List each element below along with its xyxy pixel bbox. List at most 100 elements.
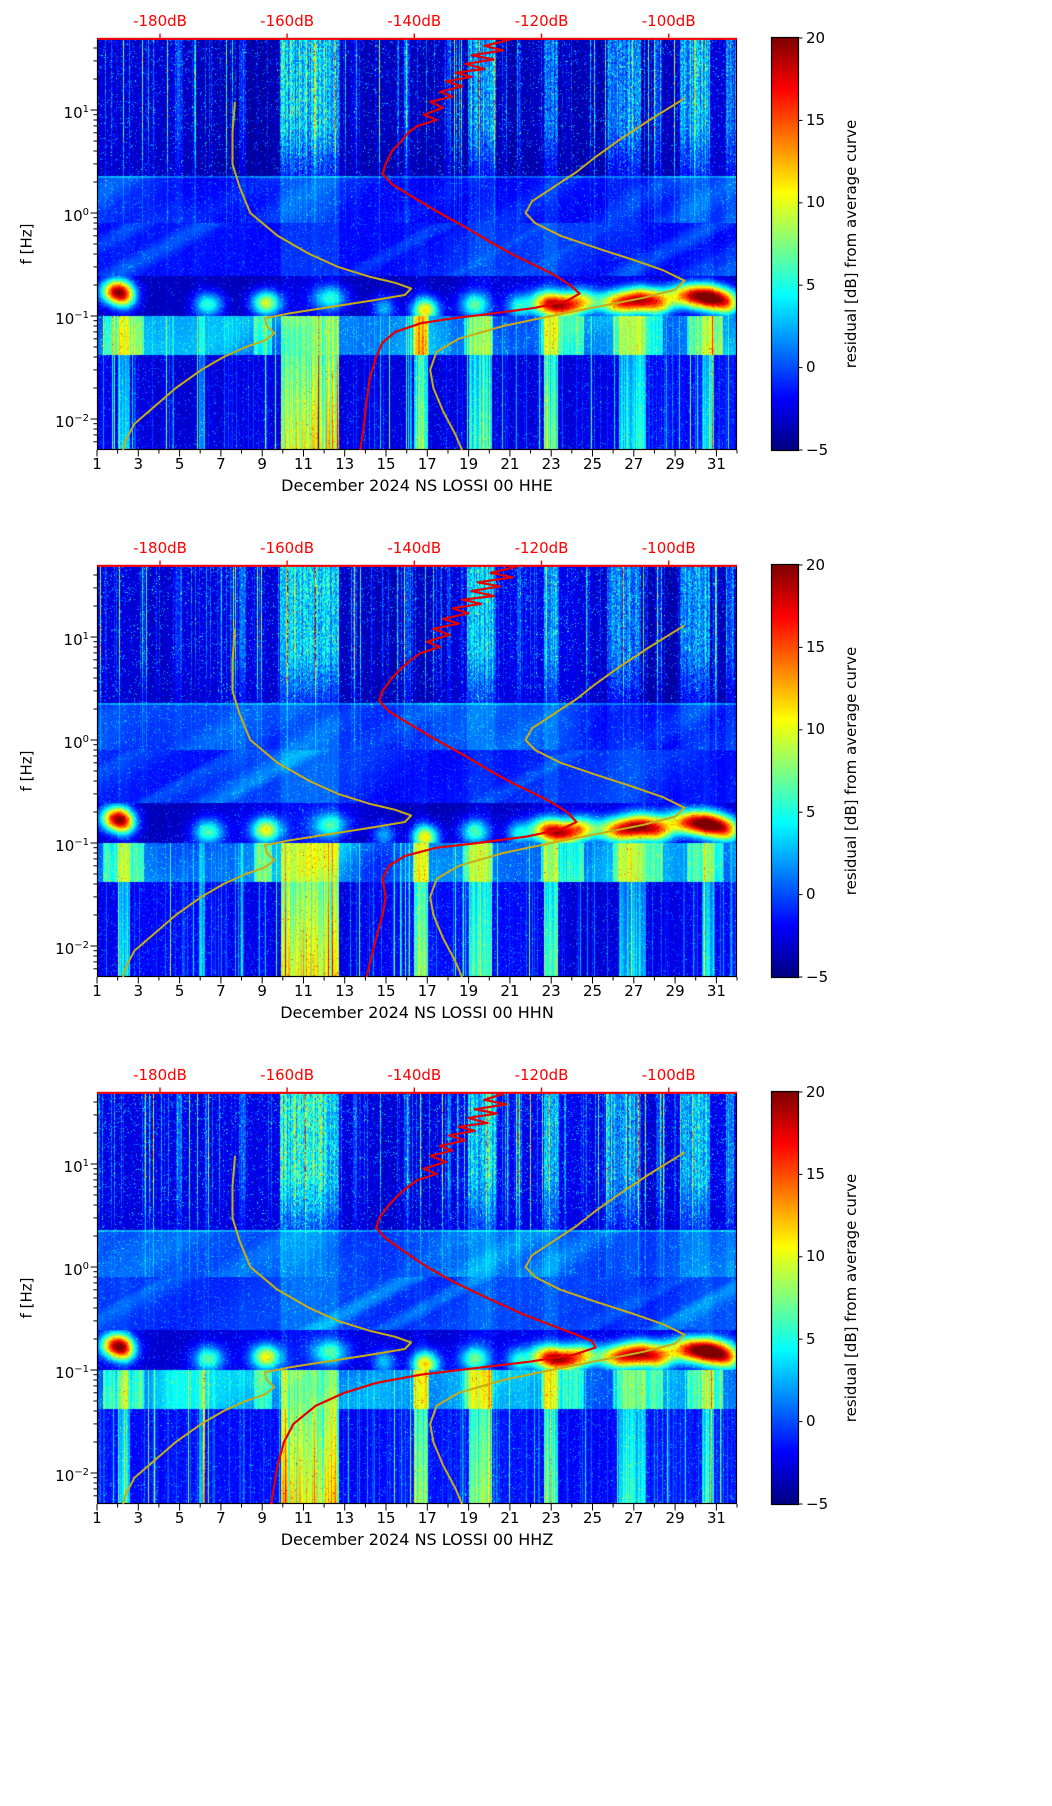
x-tick-label: 3 [133, 1509, 144, 1527]
top-axis-db-label: -140dB [387, 1066, 442, 1084]
y-tick-label: 101 [63, 1158, 89, 1176]
spectrogram-heatmap-canvas [97, 565, 737, 977]
top-axis-db-label: -120dB [514, 12, 569, 30]
x-tick-label: 19 [459, 455, 479, 473]
colorbar-tick-label: 5 [806, 275, 816, 294]
x-tick-label: 13 [335, 1509, 355, 1527]
x-tick-label: 21 [500, 455, 520, 473]
x-tick-label: 29 [665, 455, 685, 473]
x-tick-label: 3 [133, 982, 144, 1000]
y-tick-label: 101 [63, 631, 89, 649]
x-tick-label: 9 [257, 455, 267, 473]
spectrogram-panel-hhn: -180dB -160dB -140dB -120dB -100dB f [Hz] 10… [0, 527, 1052, 1054]
top-axis-db-label: -180dB [133, 1066, 187, 1084]
x-tick-label: 3 [133, 455, 144, 473]
x-tick-label: 5 [174, 455, 185, 473]
x-tick-label: 11 [293, 982, 314, 1000]
colorbar-tick-label: 0 [806, 885, 816, 904]
x-tick-label: 19 [459, 982, 479, 1000]
x-tick-label: 19 [459, 1509, 479, 1527]
y-tick-label: 100 [63, 1261, 89, 1279]
x-tick-label: 7 [216, 455, 226, 473]
x-tick-label: 23 [541, 1509, 561, 1527]
x-tick-label: 23 [541, 982, 561, 1000]
x-tick-label: 1 [92, 982, 102, 1000]
top-axis-db-label: -100dB [641, 12, 696, 30]
x-tick-label: 17 [417, 1509, 437, 1527]
x-tick-label: 17 [417, 982, 437, 1000]
colorbar-tick-label: 15 [806, 1164, 826, 1183]
colorbar-ticks [798, 37, 803, 451]
x-tick-label: 31 [706, 1509, 726, 1527]
top-axis-db-label: -160dB [260, 12, 315, 30]
x-tick-label: 11 [293, 1509, 314, 1527]
spectrogram-panel-hhz: -180dB -160dB -140dB -120dB -100dB f [Hz] 10… [0, 1054, 1052, 1581]
colorbar-gradient [772, 1092, 798, 1504]
top-axis-db-label: -160dB [260, 539, 315, 557]
x-tick-label: 7 [216, 982, 226, 1000]
x-tick-label: 25 [582, 455, 603, 473]
top-axis-db-label: -140dB [387, 539, 442, 557]
y-tick-label: 10−2 [55, 413, 89, 431]
colorbar-label-wrap: residual [dB] from average curve [838, 1092, 864, 1504]
y-axis-label: f [Hz] [17, 1277, 35, 1319]
x-tick-label: 31 [706, 455, 726, 473]
top-axis-db-label: -120dB [514, 1066, 569, 1084]
x-tick-label: 5 [174, 1509, 185, 1527]
colorbar-tick-label: −5 [806, 967, 829, 986]
colorbar-label: residual [dB] from average curve [842, 119, 860, 369]
colorbar-tick-label: 15 [806, 637, 826, 656]
colorbar-gradient [772, 38, 798, 450]
colorbar-tick-label: 5 [806, 1329, 816, 1348]
x-tick-label: 17 [417, 455, 437, 473]
x-tick-label: 25 [582, 1509, 603, 1527]
colorbar-label: residual [dB] from average curve [842, 646, 860, 896]
x-tick-label: 15 [376, 982, 396, 1000]
y-tick-label: 10−2 [55, 1467, 89, 1485]
top-axis-db-label: -160dB [260, 1066, 315, 1084]
top-axis-db-label: -180dB [133, 12, 187, 30]
top-axis-db-label: -120dB [514, 539, 569, 557]
colorbar-tick-label: 10 [806, 720, 826, 739]
x-tick-label: 13 [335, 455, 355, 473]
x-tick-label: 27 [624, 455, 644, 473]
top-axis-db-label: -140dB [387, 12, 442, 30]
colorbar-ticks [798, 1091, 803, 1505]
colorbar-tick-label: 10 [806, 193, 826, 212]
colorbar-tick-label: 5 [806, 802, 816, 821]
colorbar-ticks [798, 564, 803, 978]
x-tick-label: 9 [257, 1509, 267, 1527]
x-tick-label: 15 [376, 1509, 396, 1527]
x-tick-label: 29 [665, 1509, 685, 1527]
panel-title: December 2024 NS LOSSI 00 HHE [281, 476, 553, 495]
top-axis-db-label: -180dB [133, 539, 187, 557]
y-tick-label: 101 [63, 104, 89, 122]
x-tick-label: 11 [293, 455, 314, 473]
y-tick-label: 10−1 [55, 310, 89, 328]
colorbar-label-wrap: residual [dB] from average curve [838, 565, 864, 977]
colorbar-label-wrap: residual [dB] from average curve [838, 38, 864, 450]
colorbar-tick-label: −5 [806, 440, 829, 459]
top-axis-db-label: -100dB [641, 1066, 696, 1084]
x-tick-label: 1 [92, 455, 102, 473]
panel-title: December 2024 NS LOSSI 00 HHZ [280, 1530, 554, 1549]
colorbar-tick-label: 20 [806, 28, 826, 47]
top-axis-db-label: -100dB [641, 539, 696, 557]
colorbar-gradient [772, 565, 798, 977]
colorbar-label: residual [dB] from average curve [842, 1173, 860, 1423]
x-tick-label: 9 [257, 982, 267, 1000]
spectrogram-heatmap-canvas [97, 38, 737, 450]
x-tick-label: 25 [582, 982, 603, 1000]
y-axis-label: f [Hz] [17, 750, 35, 792]
x-tick-label: 27 [624, 982, 644, 1000]
spectrogram-panel-hhe: -180dB -160dB -140dB -120dB -100dB f [Hz] 10… [0, 0, 1052, 527]
colorbar-tick-label: 15 [806, 110, 826, 129]
y-tick-label: 10−1 [55, 1364, 89, 1382]
y-tick-label: 100 [63, 207, 89, 225]
colorbar-tick-label: 0 [806, 358, 816, 377]
x-tick-label: 31 [706, 982, 726, 1000]
x-tick-label: 13 [335, 982, 355, 1000]
x-tick-label: 21 [500, 1509, 520, 1527]
x-tick-label: 15 [376, 455, 396, 473]
